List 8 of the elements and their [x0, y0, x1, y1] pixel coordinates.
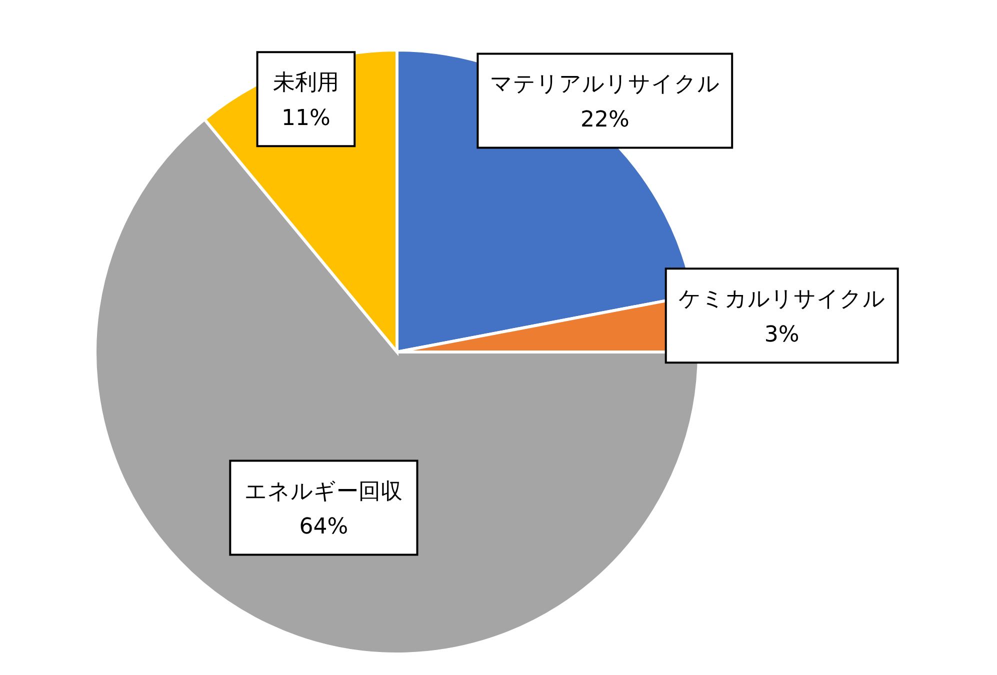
data-label: 11% [282, 106, 330, 131]
slice-label: マテリアルリサイクル [490, 72, 720, 98]
slice-label: ケミカルリサイクル [678, 287, 886, 312]
slice-label: 未利用 [272, 70, 339, 96]
slice-label: エネルギー回収 [244, 479, 403, 504]
data-label: 64% [299, 514, 348, 540]
data-label: 3% [764, 322, 800, 348]
data-label: 22% [580, 107, 630, 132]
